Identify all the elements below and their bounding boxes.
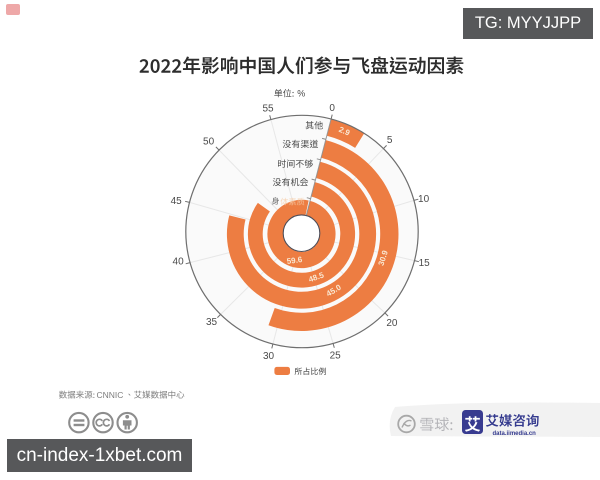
svg-text:35: 35: [206, 317, 218, 328]
svg-text:CNNIC: CNNIC: [97, 390, 124, 400]
svg-text:10: 10: [418, 194, 430, 205]
svg-text:0: 0: [329, 103, 335, 114]
svg-text:2.9: 2.9: [338, 125, 352, 138]
svg-text:5: 5: [387, 135, 393, 146]
svg-text:25: 25: [330, 351, 342, 362]
svg-text:45: 45: [171, 196, 183, 207]
svg-text:59.6: 59.6: [286, 255, 303, 266]
svg-text:15: 15: [419, 258, 431, 269]
svg-text:50: 50: [203, 136, 215, 147]
svg-text:40: 40: [173, 256, 185, 267]
svg-text:20: 20: [386, 318, 398, 329]
svg-text:30: 30: [263, 351, 275, 362]
svg-text:%: %: [297, 89, 305, 99]
svg-text:data.iimedia.cn: data.iimedia.cn: [493, 431, 537, 437]
svg-text:55: 55: [262, 104, 274, 115]
